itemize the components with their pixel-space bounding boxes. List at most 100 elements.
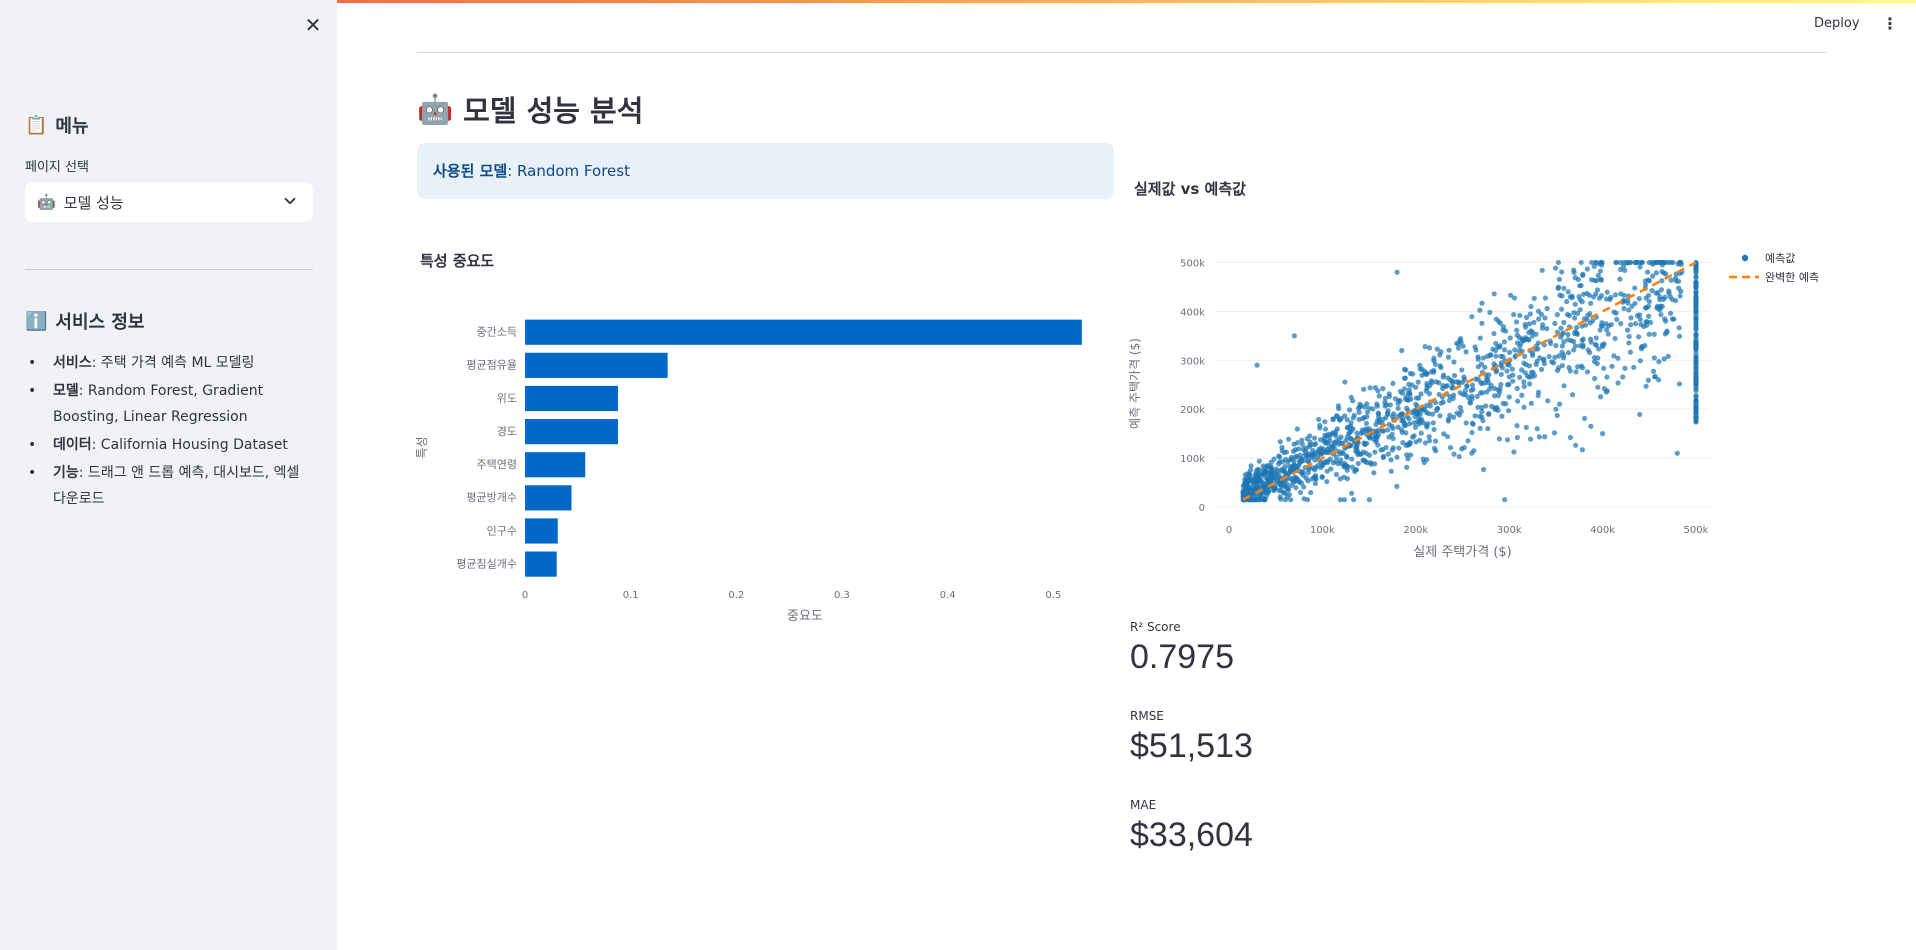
scatter-point (1349, 490, 1355, 496)
scatter-point (1362, 441, 1368, 448)
scatter-point (1300, 469, 1306, 475)
service-info-title: 서비스 정보 (55, 312, 145, 333)
scatter-point (1612, 292, 1618, 298)
scatter-point (1407, 439, 1413, 446)
model-label: 사용된 모델 (433, 162, 508, 180)
scatter-point (1327, 456, 1333, 462)
scatter-point (1269, 470, 1275, 476)
scatter-point (1637, 411, 1643, 418)
scatter-point (1638, 346, 1645, 352)
scatter-point (1535, 340, 1541, 346)
scatter-point (1486, 386, 1493, 392)
bar (525, 485, 572, 511)
scatter-point (1302, 451, 1308, 457)
scatter-point (1333, 433, 1339, 439)
actual-vs-predicted-chart[interactable]: 0 0 100k 100k 200k 200k 300k 300k 400k 400k 500k 50… (1125, 240, 1845, 570)
scatter-point (1318, 459, 1324, 465)
scatter-point (1646, 298, 1652, 305)
scatter-point (1407, 370, 1413, 377)
scatter-point (1571, 267, 1577, 273)
bar (525, 352, 668, 378)
scatter-point (1522, 321, 1528, 328)
main-menu-icon[interactable]: ⋮ (1882, 14, 1898, 33)
scatter-point (1400, 418, 1407, 424)
scatter-point (1555, 259, 1561, 266)
scatter-point (1268, 465, 1274, 471)
scatter-point (1426, 345, 1433, 351)
scatter-point (1507, 335, 1513, 341)
scatter-point (1566, 365, 1572, 371)
page-select-dropdown[interactable]: 🤖 모델 성능 (25, 182, 313, 222)
scatter-point (1385, 408, 1391, 414)
scatter-point (1459, 379, 1466, 385)
scatter-point (1677, 293, 1683, 299)
scatter-point (1412, 424, 1419, 430)
scatter-point (1340, 450, 1347, 457)
scatter-point (1242, 487, 1248, 493)
scatter-point (1514, 385, 1520, 392)
page-title: 🤖 모델 성능 분석 (417, 88, 643, 130)
scatter-point (1478, 361, 1485, 367)
scatter-point (1594, 287, 1601, 293)
scatter-point (1287, 475, 1293, 481)
scatter-point (1401, 366, 1408, 372)
scatter-point (1587, 310, 1593, 317)
scatter-point (1544, 305, 1550, 312)
scatter-point (1519, 392, 1525, 398)
metric-value: $51,513 (1130, 727, 1253, 765)
scatter-point (1447, 445, 1454, 451)
scatter-point (1693, 288, 1699, 294)
scatter-point (1607, 296, 1613, 303)
scatter-point (1299, 441, 1306, 447)
scatter-point (1578, 259, 1584, 266)
scatter-point (1591, 263, 1597, 269)
x-tick-label: 0.3 (834, 590, 850, 601)
metric-r2: R² Score 0.7975 (1130, 620, 1234, 677)
scatter-point (1383, 414, 1389, 421)
scatter-point (1399, 347, 1405, 354)
scatter-point (1526, 321, 1533, 327)
scatter-point (1364, 414, 1370, 420)
scatter-point (1342, 379, 1348, 385)
scatter-point (1643, 305, 1649, 311)
scatter-point (1411, 420, 1417, 426)
scatter-point (1426, 438, 1433, 444)
close-sidebar-icon[interactable]: ✕ (304, 13, 322, 37)
y-tick-label: 400k (1180, 307, 1205, 318)
metric-label: MAE (1130, 798, 1157, 812)
scatter-point (1523, 424, 1529, 431)
scatter-point (1356, 409, 1362, 415)
scatter-title: 실제값 vs 예측값 (1134, 180, 1246, 198)
scatter-point (1534, 358, 1540, 365)
scatter-point (1399, 411, 1406, 417)
scatter-point (1432, 361, 1438, 367)
scatter-point (1407, 421, 1413, 427)
scatter-point (1346, 407, 1353, 413)
scatter-point (1474, 393, 1480, 400)
scatter-point (1541, 356, 1547, 362)
list-item: 데이터: California Housing Dataset (25, 432, 315, 458)
scatter-point (1516, 335, 1523, 341)
scatter-point (1344, 454, 1350, 460)
scatter-point (1608, 321, 1614, 328)
feature-importance-chart[interactable]: 0 0.1 0.2 0.3 0.4 0.5 중간소득평균점유율위도경도주택연령평균방개수인구… (410, 290, 1100, 640)
scatter-point (1574, 330, 1580, 336)
scatter-point (1367, 385, 1373, 391)
scatter-point (1470, 421, 1476, 427)
scatter-point (1395, 400, 1401, 406)
scatter-point (1555, 285, 1561, 291)
scatter-point (1517, 344, 1523, 350)
scatter-point (1552, 354, 1558, 360)
scatter-point (1460, 391, 1466, 398)
scatter-point (1627, 349, 1634, 355)
scatter-point (1569, 295, 1575, 301)
x-tick-label: 400k (1590, 525, 1615, 536)
scatter-point (1578, 282, 1584, 289)
scatter-point (1544, 326, 1550, 332)
scatter-point (1480, 466, 1487, 473)
scatter-point (1387, 402, 1393, 408)
deploy-button[interactable]: Deploy (1814, 16, 1860, 31)
scatter-point (1517, 374, 1523, 380)
scatter-point (1492, 405, 1498, 411)
scatter-point (1480, 355, 1487, 361)
